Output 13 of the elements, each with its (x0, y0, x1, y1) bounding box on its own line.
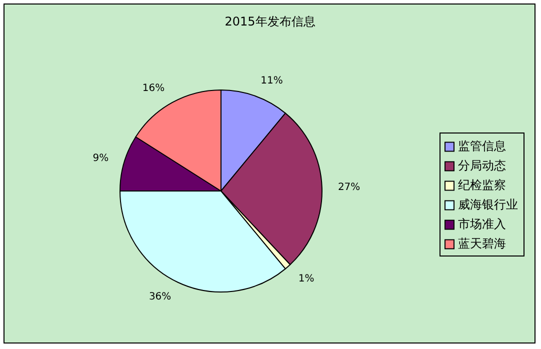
chart-title: 2015年发布信息 (224, 14, 316, 28)
data-label: 1% (298, 273, 314, 284)
legend-label: 监管信息 (458, 139, 506, 154)
legend-label: 蓝天碧海 (458, 236, 506, 251)
data-label: 36% (148, 292, 172, 303)
legend-label: 市场准入 (458, 217, 506, 232)
legend-label: 威海银行业 (458, 198, 518, 212)
data-label: 11% (260, 76, 283, 87)
legend-label: 分局动态 (458, 158, 506, 173)
data-label: 16% (142, 83, 165, 94)
data-label: 9% (92, 153, 109, 164)
legend-label: 纪检监察 (458, 178, 506, 192)
data-label: 27% (338, 182, 360, 194)
